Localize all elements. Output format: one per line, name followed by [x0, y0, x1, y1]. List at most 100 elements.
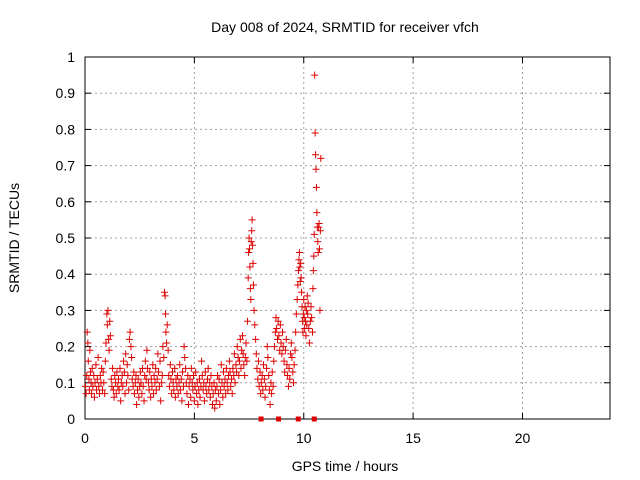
data-point — [152, 364, 160, 372]
data-point — [88, 390, 96, 398]
data-point — [181, 353, 189, 361]
data-point — [212, 397, 220, 405]
data-point — [149, 390, 157, 398]
data-point — [246, 245, 253, 253]
data-point — [185, 382, 193, 390]
data-point — [174, 372, 182, 380]
data-point — [287, 339, 295, 347]
data-point — [207, 372, 215, 380]
data-point — [305, 325, 313, 332]
data-point — [151, 379, 159, 387]
data-point — [305, 339, 313, 347]
data-point — [117, 397, 125, 405]
data-point — [268, 390, 276, 398]
data-point — [174, 390, 182, 398]
data-point — [103, 321, 111, 329]
data-point — [248, 216, 256, 224]
data-point — [297, 274, 305, 282]
data-point — [227, 382, 235, 390]
data-point — [176, 386, 184, 394]
data-point — [155, 382, 163, 390]
data-point — [284, 382, 292, 390]
data-point — [308, 314, 316, 322]
data-point — [251, 321, 259, 329]
data-point — [157, 397, 165, 405]
data-point — [86, 346, 94, 354]
data-point — [154, 350, 162, 358]
data-point — [262, 382, 270, 390]
data-point — [264, 353, 272, 361]
data-point — [257, 379, 265, 387]
x-tick-label: 15 — [405, 430, 421, 446]
data-point — [275, 332, 283, 340]
data-point — [153, 375, 161, 383]
data-point — [269, 382, 277, 390]
data-point — [202, 382, 210, 390]
data-point — [307, 303, 315, 311]
data-point — [158, 379, 166, 387]
data-point — [243, 357, 251, 365]
data-point — [234, 353, 242, 361]
data-point — [187, 393, 195, 401]
data-point — [260, 375, 268, 383]
data-point — [249, 281, 257, 289]
data-point — [85, 386, 93, 394]
data-point — [111, 372, 119, 380]
data-point — [135, 393, 143, 401]
data-point — [83, 372, 91, 380]
data-point — [232, 361, 240, 369]
data-point — [276, 321, 284, 329]
y-tick-label: 0.7 — [56, 158, 76, 174]
data-point — [252, 335, 260, 343]
data-point — [316, 306, 324, 314]
data-point — [139, 382, 147, 390]
data-point — [254, 357, 262, 365]
data-point — [134, 375, 142, 383]
data-point — [235, 372, 243, 380]
data-point — [96, 372, 104, 380]
data-point — [196, 393, 204, 401]
y-tick-labels: 0 0.1 0.2 0.3 0.4 0.5 0.6 0.7 0.8 0.9 1 — [56, 49, 76, 427]
data-point — [162, 328, 170, 336]
data-point — [100, 379, 108, 387]
data-point — [125, 335, 133, 343]
data-point — [90, 393, 98, 401]
data-point — [221, 375, 229, 383]
data-point — [133, 401, 141, 409]
data-point — [303, 321, 311, 329]
data-point — [143, 346, 151, 354]
data-point — [299, 328, 307, 336]
data-point — [89, 382, 97, 390]
data-point — [176, 361, 184, 369]
data-point — [190, 397, 198, 405]
data-point — [165, 382, 173, 390]
data-point — [148, 382, 156, 390]
data-point — [222, 390, 230, 398]
y-tick-label: 0.8 — [56, 121, 76, 137]
data-point — [300, 314, 308, 322]
data-point — [106, 317, 114, 325]
data-point — [295, 248, 303, 256]
y-tick-label: 0.3 — [56, 302, 76, 318]
data-point — [145, 386, 153, 394]
data-point — [226, 368, 234, 376]
data-point — [200, 379, 208, 387]
data-point — [228, 375, 236, 383]
data-point — [241, 353, 249, 361]
data-point — [101, 357, 109, 365]
data-point — [288, 353, 296, 361]
data-point — [266, 401, 274, 409]
grid-lines — [85, 57, 610, 419]
data-point — [316, 245, 323, 253]
data-point — [303, 292, 311, 300]
data-point — [127, 343, 135, 351]
data-point — [210, 379, 218, 387]
data-point — [244, 274, 252, 282]
data-point — [149, 361, 157, 369]
data-point — [84, 357, 92, 365]
data-point — [317, 154, 325, 162]
data-point — [177, 375, 185, 383]
data-point — [236, 335, 244, 343]
data-point — [200, 397, 208, 405]
